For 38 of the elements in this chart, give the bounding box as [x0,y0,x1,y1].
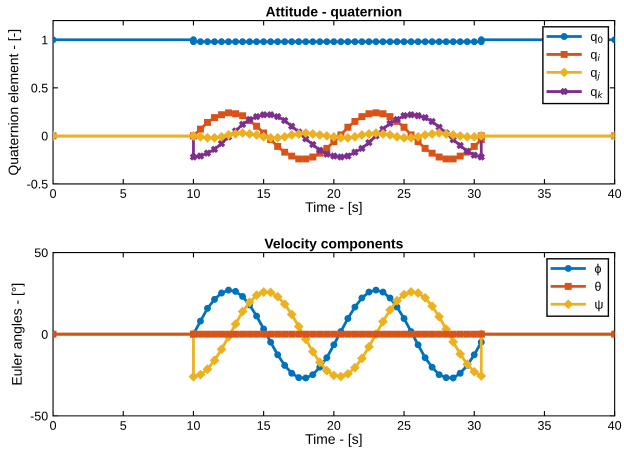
y-tick-label: 0.5 [31,84,48,92]
y-tick-label: 1 [42,36,48,44]
y-axis-title: Quaternion element - [-] [8,30,22,175]
legend-label: ψ [595,300,603,312]
x-tick-label: 20 [328,189,340,198]
x-tick-label: 0 [50,189,56,198]
legend-label: q$_{k}$ [590,89,603,98]
y-tick-label: 0 [42,132,48,141]
x-tick-label: 15 [258,189,270,198]
legend-label: ϕ [594,264,601,276]
legend-label: θ [595,282,601,291]
legend-label: q$_{i}$ [590,52,600,62]
y-tick-label: 50 [34,248,48,258]
x-tick-label: 20 [328,421,340,430]
x-tick-label: 25 [398,421,410,430]
x-tick-label: 5 [120,421,126,430]
x-tick-label: 35 [538,189,551,198]
chart-title: Velocity components [264,238,403,252]
x-tick-label: 10 [187,189,200,198]
x-tick-label: 30 [468,189,481,198]
y-tick-label: -50 [30,412,48,421]
x-tick-label: 15 [258,421,270,430]
x-axis-title: Time - [s] [305,434,362,447]
x-tick-label: 30 [468,421,481,430]
x-tick-label: 40 [608,189,622,198]
y-tick-label: 0 [42,330,48,339]
x-tick-label: 40 [608,421,622,430]
x-tick-label: 5 [120,189,126,198]
x-tick-label: 35 [538,421,551,430]
x-tick-label: 10 [187,421,200,430]
y-axis-title: Euler angles - [°] [12,284,25,384]
chart-title: Attitude - quaternion [266,6,402,20]
y-tick-label: -0.5 [27,180,48,189]
x-tick-label: 25 [398,189,410,198]
x-tick-label: 0 [50,421,56,430]
legend-label: q$_{0}$ [590,34,602,44]
x-axis-title: Time - [s] [305,202,362,215]
legend-label: q$_{j}$ [590,70,600,81]
